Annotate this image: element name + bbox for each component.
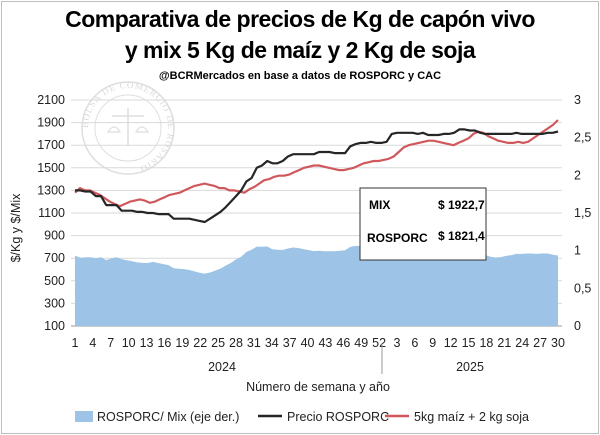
info-mix-value: $ 1922,7	[438, 198, 485, 212]
x-tick-label-4: 13	[140, 336, 154, 350]
y2-tick-label-0: 0	[574, 319, 581, 333]
x-tick-label-11: 34	[265, 336, 279, 350]
info-rosporc-value: $ 1821,4	[438, 229, 485, 243]
x-tick-label-13: 40	[301, 336, 315, 350]
chart-title-line-2: y mix 5 Kg de maíz y 2 Kg de soja	[124, 37, 476, 63]
y2-tick-label-4: 2	[574, 168, 581, 182]
x-tick-label-19: 6	[411, 336, 418, 350]
y-tick-label-4: 900	[44, 229, 65, 243]
legend-area-swatch	[75, 411, 93, 422]
info-box: MIX $ 1922,7 ROSPORC $ 1821,4	[359, 187, 487, 261]
y-tick-label-9: 1900	[37, 116, 65, 130]
y-tick-label-0: 100	[44, 319, 65, 333]
y2-tick-label-5: 2,5	[574, 131, 591, 145]
x-tick-label-5: 16	[157, 336, 171, 350]
legend-mix-label: 5kg maíz + 2 kg soja	[414, 410, 529, 424]
x-axis-title: Número de semana y año	[246, 380, 390, 394]
x-tick-label-9: 28	[229, 336, 243, 350]
y2-tick-label-2: 1	[574, 244, 581, 258]
y-tick-label-6: 1300	[37, 183, 65, 197]
x-tick-label-1: 4	[89, 336, 96, 350]
y2-tick-label-1: 0,5	[574, 281, 591, 295]
x-tick-label-0: 1	[72, 336, 79, 350]
x-tick-label-7: 22	[193, 336, 207, 350]
y2-tick-label-6: 3	[574, 93, 581, 107]
area-series	[75, 245, 558, 326]
x-tick-label-26: 27	[533, 336, 547, 350]
x-tick-label-21: 12	[444, 336, 458, 350]
x-tick-label-24: 21	[497, 336, 511, 350]
x-tick-label-20: 9	[429, 336, 436, 350]
watermark-seal: BOLSA DE COMERCIO DE ROSARIO	[80, 80, 175, 175]
y-tick-label-8: 1700	[37, 138, 65, 152]
y-axis-left-labels: 100 300 500 700 900 1100 1300 1500 1700 1900 2100	[37, 93, 65, 333]
x-tick-label-2: 7	[107, 336, 114, 350]
legend-area-label: ROSPORC/ Mix (eje der.)	[97, 410, 239, 424]
y-axis-right-labels: 0 0,5 1 1,5 2 2,5 3	[574, 93, 591, 333]
x-tick-label-22: 15	[462, 336, 476, 350]
x-tick-label-25: 24	[515, 336, 529, 350]
y-axis-title: $/Kg y $/Mix	[9, 193, 23, 263]
chart-title-line-1: Comparativa de precios de Kg de capón vi…	[65, 6, 535, 32]
x-tick-label-8: 25	[211, 336, 225, 350]
x-tick-label-16: 49	[354, 336, 368, 350]
line-series	[74, 119, 559, 224]
y-tick-label-10: 2100	[37, 93, 65, 107]
y2-tick-label-3: 1,5	[574, 206, 591, 220]
y-tick-label-5: 1100	[38, 206, 65, 220]
area-rosporc-mix	[75, 245, 558, 326]
x-tick-label-27: 30	[551, 336, 565, 350]
x-tick-label-14: 43	[318, 336, 332, 350]
info-mix-label: MIX	[369, 198, 390, 212]
line-precio-rosporc	[75, 128, 559, 224]
x-tick-label-6: 19	[175, 336, 189, 350]
legend: ROSPORC/ Mix (eje der.) Precio ROSPORC 5…	[75, 410, 529, 424]
x-tick-label-3: 10	[122, 336, 136, 350]
x-tick-label-17: 52	[372, 336, 386, 350]
x-tick-label-18: 3	[394, 336, 401, 350]
info-rosporc-label: ROSPORC	[367, 231, 428, 245]
chart-subtitle: @BCRMercados en base a datos de ROSPORC …	[158, 70, 442, 82]
year-label-2025: 2025	[456, 360, 484, 374]
x-tick-label-15: 46	[336, 336, 350, 350]
x-tick-label-12: 37	[283, 336, 297, 350]
legend-price-label: Precio ROSPORC	[287, 410, 389, 424]
y-tick-label-3: 700	[44, 251, 65, 265]
x-tick-label-23: 18	[479, 336, 493, 350]
y-tick-label-2: 500	[44, 274, 65, 288]
x-tick-label-10: 31	[247, 336, 261, 350]
x-axis-labels: 1 4 7 10 13 16 19 22 25 28 31 34 37 40 43 46 49 52 3 6 9 12 15…	[72, 336, 565, 350]
year-label-2024: 2024	[208, 360, 236, 374]
y-tick-label-7: 1500	[37, 161, 65, 175]
y-tick-label-1: 300	[44, 296, 65, 310]
